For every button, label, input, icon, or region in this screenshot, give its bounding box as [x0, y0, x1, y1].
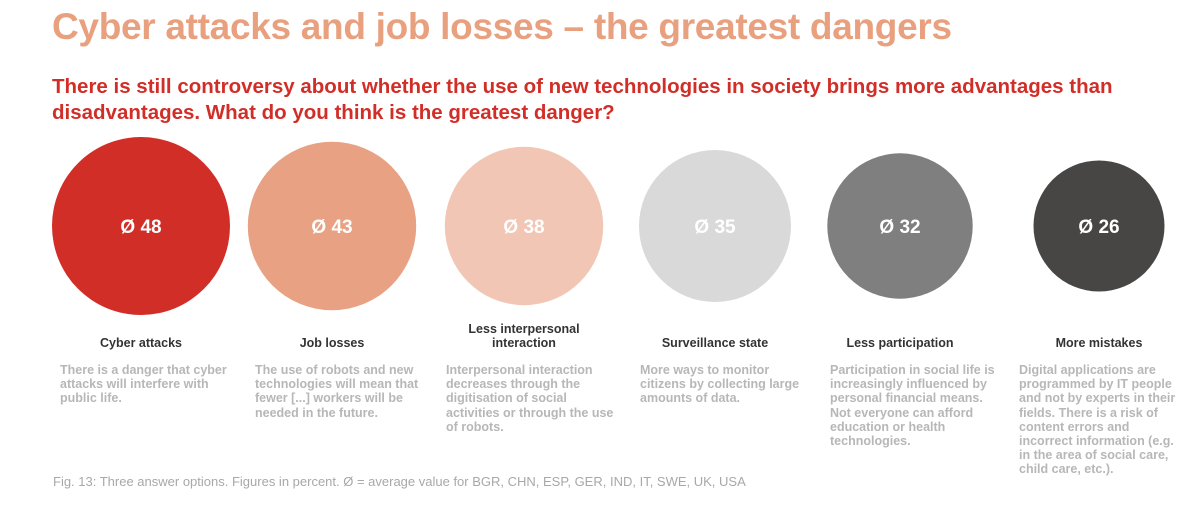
category-description: There is a danger that cyber attacks wil…	[60, 363, 227, 406]
bubble-less-participation	[827, 153, 973, 299]
category-description: Participation in social life is increasi…	[830, 363, 995, 449]
bubble-value-label: Ø 38	[503, 217, 544, 238]
figure-footnote: Fig. 13: Three answer options. Figures i…	[53, 474, 746, 489]
category-label: Job losses	[299, 336, 365, 350]
bubble-job-losses	[247, 141, 417, 311]
bubble-less-interpersonal-interaction	[444, 146, 604, 306]
category-label: Less participation	[846, 336, 954, 350]
category-label: More mistakes	[1055, 336, 1143, 350]
bubble-value-label: Ø 26	[1078, 217, 1119, 238]
category-description: Digital applications are programmed by I…	[1019, 363, 1176, 477]
category-description: Interpersonal interaction decreases thro…	[446, 363, 614, 434]
bubble-value-label: Ø 43	[311, 217, 352, 238]
bubble-value-label: Ø 48	[120, 217, 161, 238]
chart-title: Cyber attacks and job losses – the great…	[52, 6, 952, 47]
category-label: Less interpersonal interaction	[468, 322, 580, 350]
category-label: Cyber attacks	[100, 336, 182, 350]
chart-subtitle: There is still controversy about whether…	[52, 75, 1113, 124]
bubble-value-label: Ø 35	[694, 217, 736, 238]
category-label: Surveillance state	[661, 336, 769, 350]
bubble-value-label: Ø 32	[879, 217, 920, 238]
category-description: The use of robots and new technologies w…	[255, 363, 419, 420]
bubble-cyber-attacks	[52, 137, 230, 315]
bubble-surveillance-state	[639, 150, 791, 302]
bubble-more-mistakes	[1033, 160, 1165, 292]
category-description: More ways to monitor citizens by collect…	[640, 363, 800, 406]
